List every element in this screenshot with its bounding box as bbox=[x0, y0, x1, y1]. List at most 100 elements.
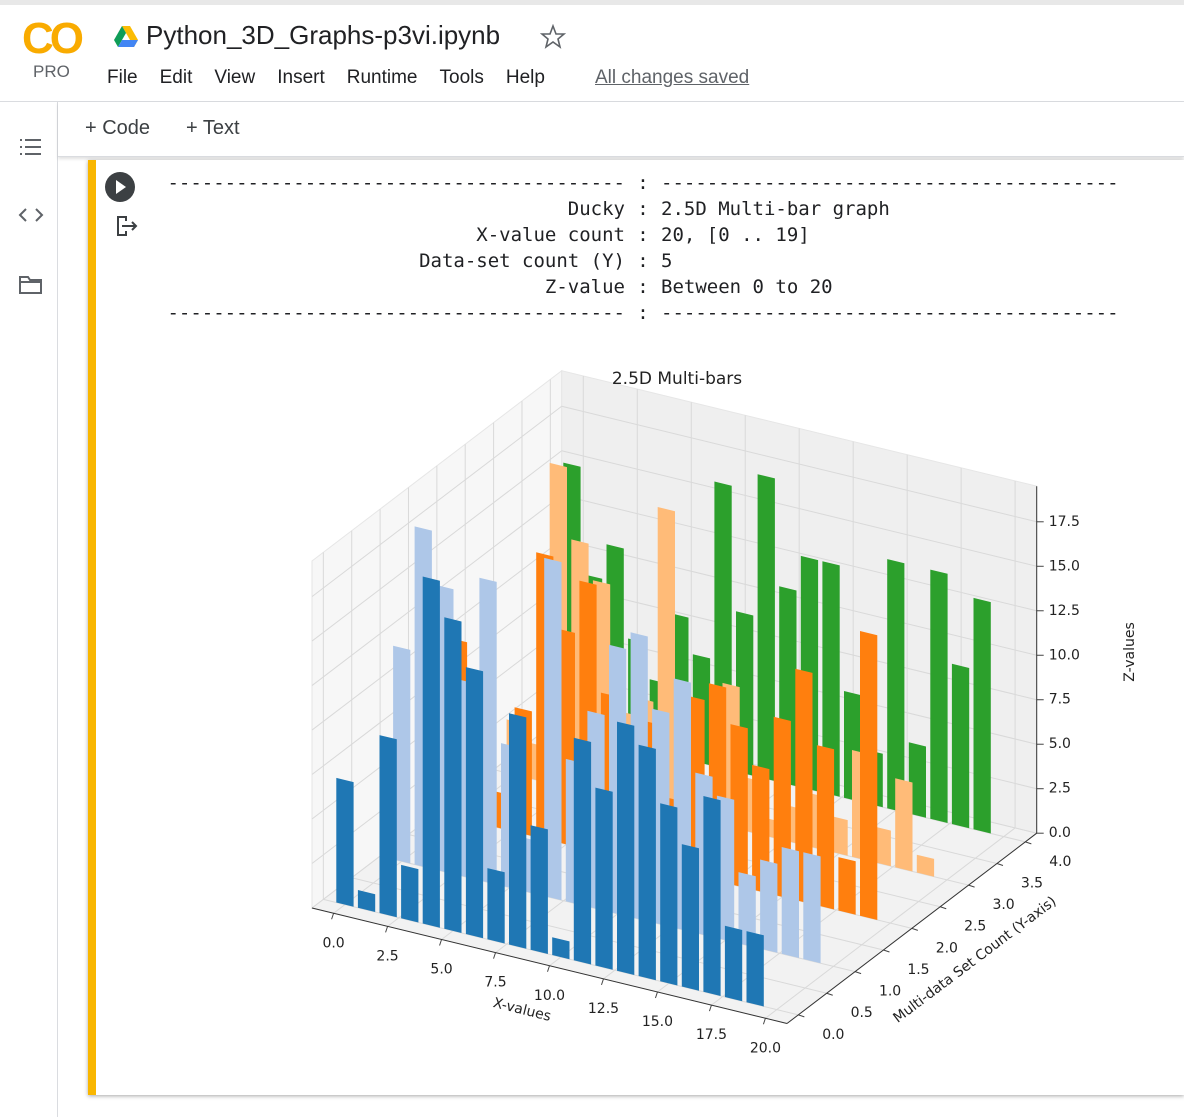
x-tick-label: 2.5 bbox=[376, 948, 398, 964]
bar bbox=[681, 844, 699, 991]
x-tick-label: 15.0 bbox=[642, 1014, 673, 1030]
bar bbox=[530, 825, 548, 954]
x-tick-label: 7.5 bbox=[484, 975, 506, 991]
x-tick bbox=[654, 991, 658, 999]
menu-item[interactable]: Insert bbox=[277, 67, 325, 88]
menu-item[interactable]: Runtime bbox=[346, 67, 418, 88]
bar bbox=[552, 937, 570, 960]
menu-item[interactable]: Edit bbox=[159, 67, 193, 88]
y-tick bbox=[1025, 841, 1032, 845]
x-tick-label: 5.0 bbox=[430, 962, 452, 978]
x-tick bbox=[708, 1004, 712, 1012]
output-label: Ducky bbox=[567, 198, 625, 220]
y-tick-label: 1.5 bbox=[907, 962, 929, 978]
y-tick-label: 2.5 bbox=[964, 919, 986, 935]
output-label: Z-value bbox=[544, 276, 625, 298]
bar bbox=[795, 668, 813, 905]
menu-item[interactable]: Help bbox=[505, 67, 545, 88]
add-text-button[interactable]: + Text bbox=[186, 117, 240, 139]
bar bbox=[746, 931, 764, 1007]
x-tick-label: 12.5 bbox=[588, 1001, 619, 1017]
output-separator: : bbox=[637, 198, 649, 220]
files-icon[interactable] bbox=[19, 276, 42, 294]
bar bbox=[573, 737, 592, 965]
z-tick-label: 10.0 bbox=[1049, 647, 1080, 663]
bar bbox=[951, 663, 970, 829]
output-separator: : bbox=[637, 224, 649, 246]
bar bbox=[816, 745, 835, 910]
bar bbox=[860, 631, 878, 920]
run-button[interactable] bbox=[105, 172, 135, 202]
cell-output: ----------------------------------------… bbox=[165, 170, 1119, 326]
y-tick-label: 0.5 bbox=[851, 1005, 873, 1021]
bar bbox=[617, 721, 635, 975]
output-value: ---------------------------------------- bbox=[661, 172, 1119, 194]
toc-icon[interactable] bbox=[20, 139, 41, 155]
sidebar-icons bbox=[18, 139, 44, 294]
output-value: ---------------------------------------- bbox=[661, 302, 1119, 324]
output-separator: : bbox=[637, 250, 649, 272]
x-tick-label: 17.5 bbox=[696, 1027, 727, 1043]
bar bbox=[757, 474, 775, 781]
bar bbox=[803, 852, 821, 964]
bar bbox=[393, 645, 411, 864]
output-menu-icon[interactable] bbox=[117, 216, 138, 236]
x-tick bbox=[439, 939, 443, 946]
bar bbox=[781, 847, 799, 958]
bar bbox=[638, 744, 656, 981]
bar bbox=[444, 617, 462, 933]
y-tick-label: 2.0 bbox=[936, 940, 958, 956]
y-tick-label: 4.0 bbox=[1049, 854, 1071, 870]
output-value: 2.5D Multi-bar graph bbox=[661, 198, 890, 220]
output-separator: : bbox=[637, 172, 649, 194]
grid-line bbox=[561, 405, 1037, 523]
notebook-title[interactable]: Python_3D_Graphs-p3vi.ipynb bbox=[146, 20, 501, 50]
bar bbox=[830, 815, 848, 856]
y-tick bbox=[940, 906, 947, 910]
z-tick-label: 17.5 bbox=[1049, 514, 1080, 530]
x-tick-label: 20.0 bbox=[750, 1040, 781, 1056]
bar bbox=[838, 857, 856, 915]
y-tick bbox=[911, 927, 919, 931]
output-value: 20, [0 .. 19] bbox=[661, 224, 810, 246]
bar bbox=[738, 872, 756, 948]
y-tick bbox=[996, 863, 1004, 866]
z-tick-label: 12.5 bbox=[1049, 603, 1080, 619]
star-icon[interactable] bbox=[540, 24, 566, 50]
bar bbox=[544, 557, 562, 901]
menu-item[interactable]: File bbox=[107, 67, 138, 88]
output-separator: : bbox=[637, 276, 649, 298]
grid-line bbox=[311, 450, 563, 642]
bar bbox=[822, 561, 840, 797]
logo[interactable]: CO bbox=[22, 14, 84, 63]
save-status[interactable]: All changes saved bbox=[595, 67, 750, 88]
z-tick-label: 7.5 bbox=[1049, 692, 1071, 708]
grid-line bbox=[561, 494, 1037, 612]
output-line: ----------------------------------------… bbox=[165, 170, 1119, 196]
y-tick-label: 3.0 bbox=[992, 897, 1014, 913]
grid-line bbox=[311, 405, 563, 597]
output-label: Data-set count (Y) bbox=[419, 250, 625, 272]
menu-item[interactable]: View bbox=[214, 67, 256, 88]
menu-item[interactable]: Tools bbox=[439, 67, 484, 88]
output-line: Z-value: Between 0 to 20 bbox=[165, 274, 1119, 300]
x-axis-line bbox=[311, 907, 788, 1024]
bar bbox=[422, 576, 440, 928]
bar bbox=[930, 569, 948, 823]
y-tick bbox=[883, 949, 890, 953]
bar bbox=[916, 854, 935, 877]
y-tick bbox=[798, 1014, 805, 1018]
z-tick-label: 2.5 bbox=[1049, 781, 1071, 797]
x-tick bbox=[762, 1018, 766, 1025]
output-value: Between 0 to 20 bbox=[661, 276, 833, 298]
drive-icon[interactable] bbox=[114, 26, 138, 48]
bar bbox=[465, 667, 484, 939]
bar bbox=[660, 803, 678, 986]
output-line: X-value count:20, [0 .. 19] bbox=[165, 222, 1119, 248]
z-axis-label: Z-values bbox=[1122, 622, 1138, 682]
add-code-button[interactable]: + Code bbox=[85, 117, 151, 139]
bar bbox=[887, 559, 905, 813]
pro-badge: PRO bbox=[33, 62, 70, 81]
code-snippets-icon[interactable] bbox=[18, 208, 44, 222]
